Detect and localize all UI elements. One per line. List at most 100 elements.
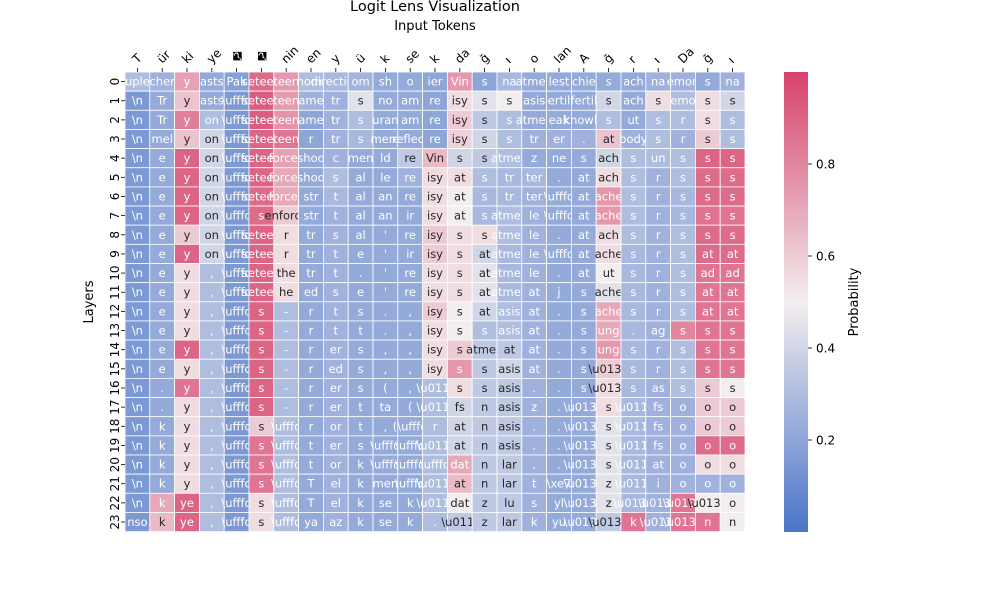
cell-token-label: \ufffd — [544, 209, 574, 223]
cell-token-label: ach — [623, 75, 644, 89]
cell-token-label: . — [160, 400, 164, 414]
cell-token-label: at — [578, 189, 590, 203]
cell-token-label: s — [506, 113, 512, 127]
cell-token-label: at — [603, 132, 615, 146]
cell-token-label: s — [730, 151, 736, 165]
cell-token-label: ( — [408, 400, 413, 414]
cell-token-label: at — [454, 209, 466, 223]
cell-token-label: at — [528, 304, 540, 318]
cell-token-label: le — [529, 228, 539, 242]
cell-token-label: \u011f — [615, 419, 653, 433]
cell-token-label: s — [457, 381, 463, 395]
cell-token-label: isy — [427, 170, 443, 184]
cell-token-label: s — [730, 209, 736, 223]
cell-token-label: s — [705, 170, 711, 184]
cell-token-label: re — [404, 228, 416, 242]
cell-token-label: s — [581, 362, 587, 376]
cell-token-label: e — [159, 151, 166, 165]
cell-token-label: re — [429, 132, 441, 146]
cell-token-label: asis — [498, 419, 520, 433]
cell-token-label: on — [205, 247, 219, 261]
cell-token-label: \ufffd — [271, 458, 301, 472]
cell-token-label: r — [656, 228, 661, 242]
y-tick-label: 16 — [108, 380, 122, 395]
cell-token-label: na — [651, 75, 665, 89]
cell-token-label: t — [532, 477, 537, 491]
cell-token-label: shoo — [297, 151, 324, 165]
cell-token-label: r — [656, 343, 661, 357]
cell-token-label: ut — [603, 266, 615, 280]
cell-token-label: at — [454, 170, 466, 184]
x-axis-title: Input Tokens — [394, 19, 476, 34]
cell-token-label: ter — [526, 189, 543, 203]
cell-token-label: e — [159, 247, 166, 261]
cell-token-label: y — [184, 75, 191, 89]
cell-token-label: , — [384, 343, 388, 357]
cell-token-label: r — [656, 189, 661, 203]
y-tick-label: 17 — [108, 399, 122, 414]
y-tick-label: 11 — [108, 285, 122, 300]
x-tick-label: Da — [675, 44, 697, 66]
cell-token-label: asts — [200, 94, 224, 108]
cell-token-label: enforce — [265, 209, 308, 223]
cell-token-label: \u011f — [416, 496, 454, 510]
cell-token-label: knowle — [563, 113, 604, 127]
cell-token-label: , — [408, 362, 412, 376]
cell-token-label: n — [481, 419, 488, 433]
cell-token-label: t — [334, 209, 339, 223]
cell-token-label: s — [581, 304, 587, 318]
cell-token-label: s — [358, 343, 364, 357]
cell-token-label: \n — [132, 477, 143, 491]
cell-token-label: s — [655, 113, 661, 127]
cell-token-label: s — [606, 94, 612, 108]
x-tick-label: ü — [353, 51, 368, 66]
cell-token-label: s — [680, 247, 686, 261]
cell-token-label: c — [333, 151, 339, 165]
y-tick-label: 1 — [108, 97, 122, 105]
cell-token-label: \ufffd — [395, 477, 425, 491]
cell-token-label: ertil — [548, 94, 571, 108]
cell-token-label: s — [482, 94, 488, 108]
cell-token-label: s — [680, 324, 686, 338]
cell-token-label: \u0131 — [564, 419, 604, 433]
cell-token-label: . — [532, 381, 536, 395]
cell-token-label: on — [205, 151, 219, 165]
cell-token-label: isy — [427, 285, 443, 299]
cell-token-label: y — [184, 209, 191, 223]
cell-token-label: na — [502, 75, 516, 89]
cell-token-label: r — [656, 170, 661, 184]
cell-token-label: at — [578, 247, 590, 261]
cell-token-label: s — [705, 228, 711, 242]
cell-token-label: y — [184, 362, 191, 376]
cell-token-label: ier — [428, 75, 443, 89]
cell-token-label: e — [159, 324, 166, 338]
x-tick-label: ı — [502, 54, 514, 66]
cell-token-label: \n — [132, 400, 143, 414]
cell-token-label: r — [309, 400, 314, 414]
cell-token-label: . — [384, 304, 388, 318]
cell-token-label: y — [184, 132, 191, 146]
cell-token-label: at — [727, 285, 739, 299]
cell-token-label: s — [457, 228, 463, 242]
cell-token-label: isy — [452, 113, 468, 127]
cell-token-label: , — [408, 324, 412, 338]
cell-token-label: \n — [132, 419, 143, 433]
cell-token-label: s — [258, 438, 264, 452]
cell-token-label: seteen — [242, 247, 281, 261]
cell-token-label: s — [630, 209, 636, 223]
cell-token-label: or — [330, 419, 342, 433]
cell-token-label: \n — [132, 381, 143, 395]
cell-token-label: s — [705, 381, 711, 395]
y-tick-label: 12 — [108, 304, 122, 319]
cell-token-label: teen — [273, 113, 299, 127]
cell-token-label: r — [309, 304, 314, 318]
cell-token-label: at — [578, 209, 590, 223]
cell-token-label: \u0131 — [564, 477, 604, 491]
cell-token-label: \u011f — [615, 400, 653, 414]
cell-token-label: s — [482, 151, 488, 165]
cell-token-label: n — [704, 515, 711, 529]
cell-token-label: se — [379, 515, 392, 529]
cell-token-label: s — [358, 132, 364, 146]
cell-token-label: mel — [151, 132, 172, 146]
cell-token-label: atmea — [466, 343, 503, 357]
